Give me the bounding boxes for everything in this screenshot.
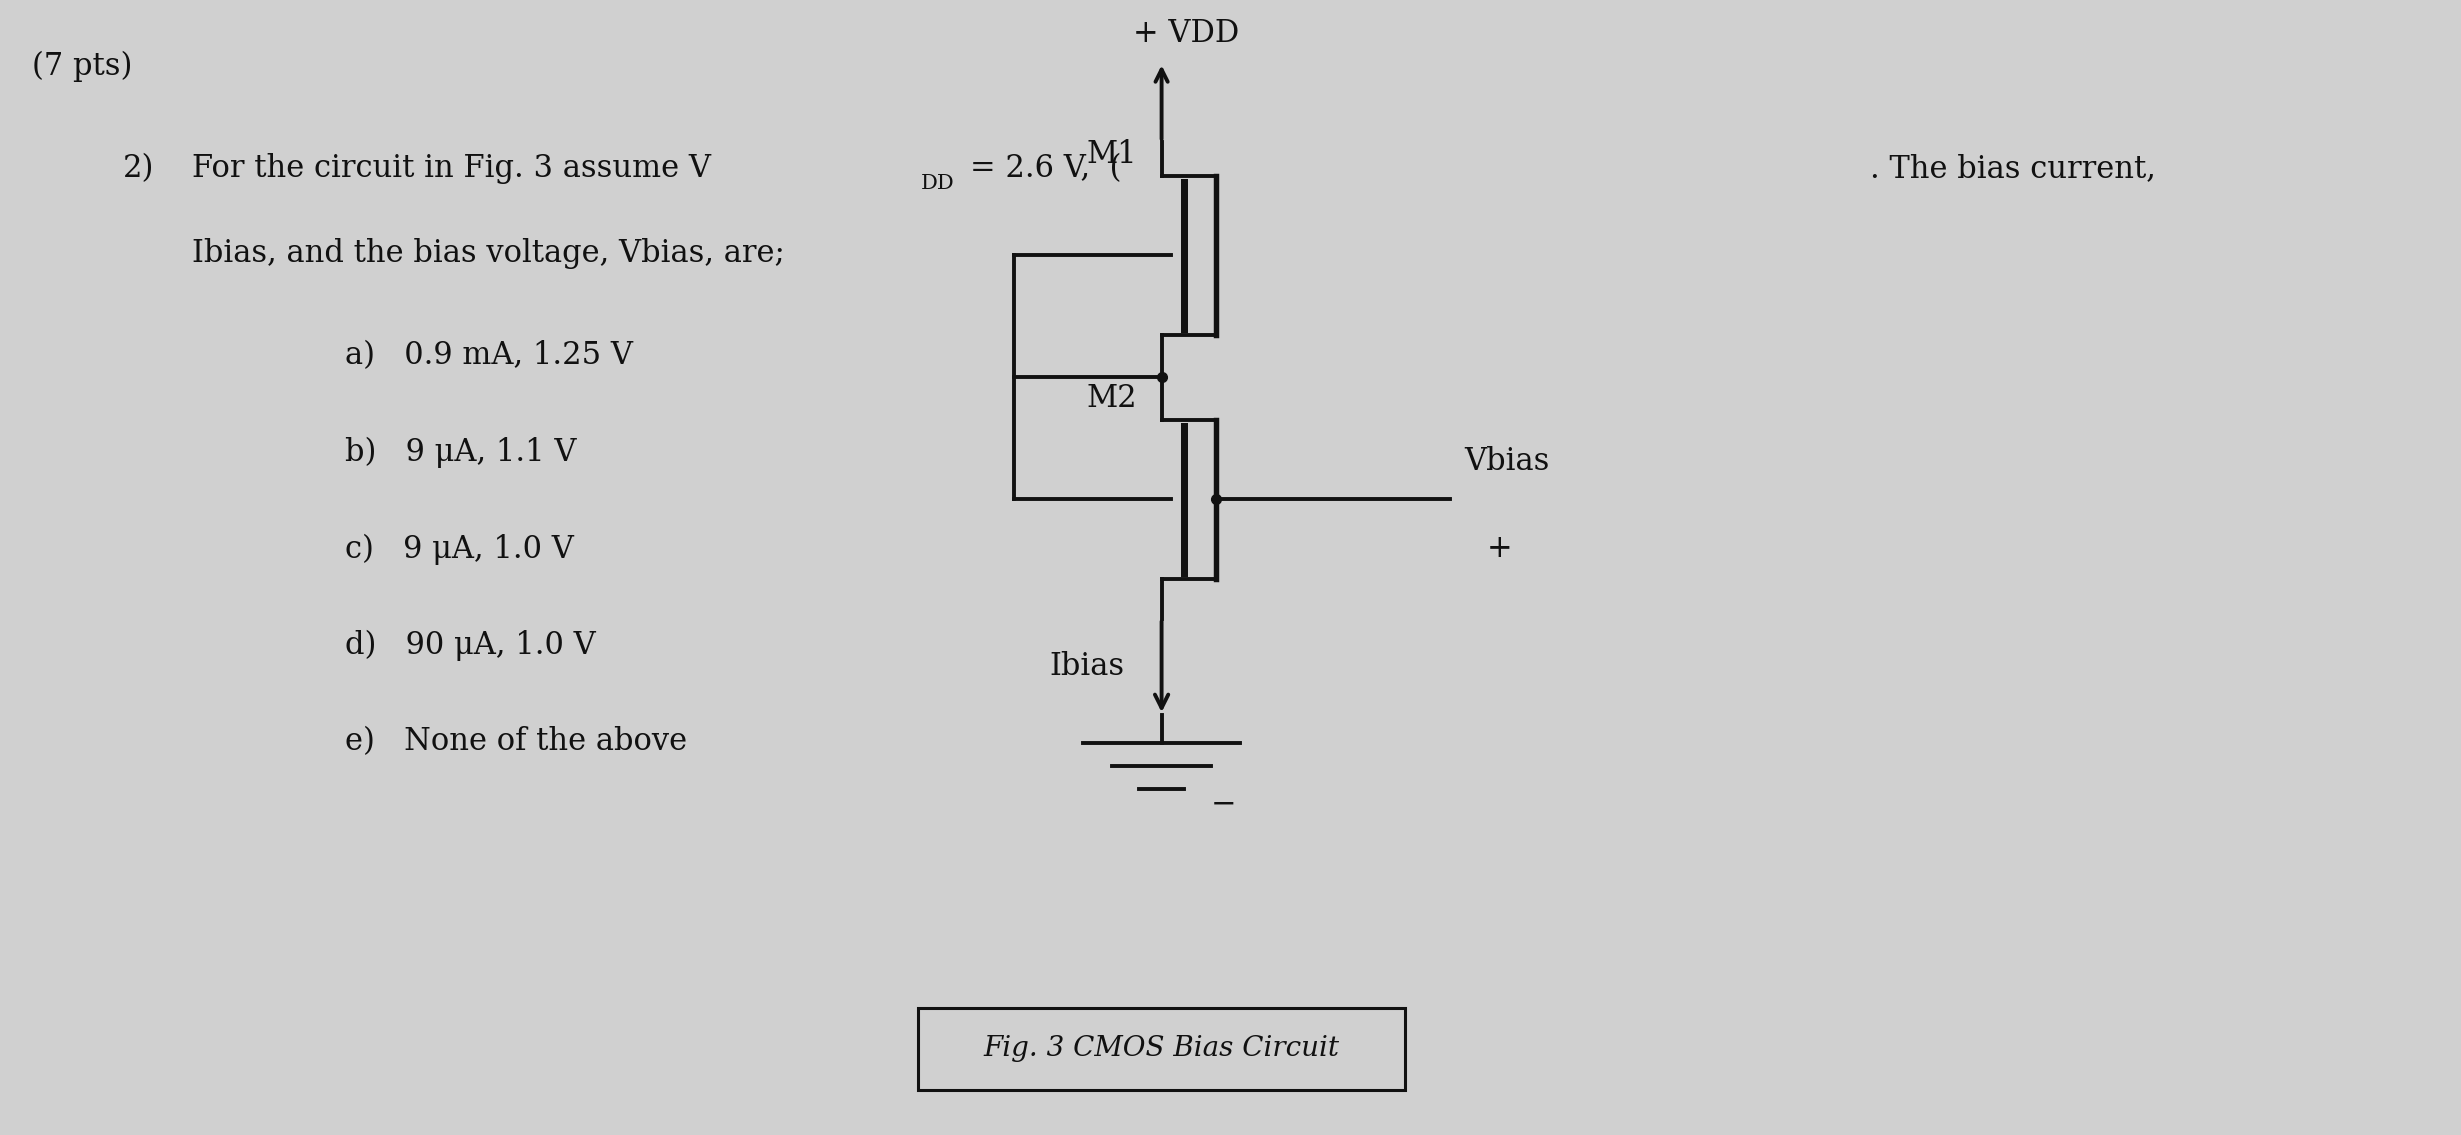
Text: M2: M2 — [1085, 384, 1137, 414]
Text: 2): 2) — [123, 153, 155, 184]
Text: Ibias: Ibias — [1048, 651, 1125, 682]
Bar — [918, 1008, 1405, 1090]
Text: d)   90 μA, 1.0 V: d) 90 μA, 1.0 V — [345, 630, 596, 662]
Text: DD: DD — [920, 174, 955, 193]
Text: Vbias: Vbias — [1464, 446, 1550, 477]
Text: Fig. 3 CMOS Bias Circuit: Fig. 3 CMOS Bias Circuit — [984, 1035, 1339, 1062]
Text: . The bias current,: . The bias current, — [1870, 153, 2156, 184]
Text: Ibias, and the bias voltage, Vbias, are;: Ibias, and the bias voltage, Vbias, are; — [192, 238, 785, 269]
Text: b)   9 μA, 1.1 V: b) 9 μA, 1.1 V — [345, 437, 576, 469]
Text: + VDD: + VDD — [1132, 18, 1240, 49]
Text: e)   None of the above: e) None of the above — [345, 726, 687, 757]
Text: = 2.6 V,  (: = 2.6 V, ( — [970, 153, 1122, 184]
Text: (7 pts): (7 pts) — [32, 51, 133, 83]
Text: For the circuit in Fig. 3 assume V: For the circuit in Fig. 3 assume V — [192, 153, 711, 184]
Text: −: − — [1211, 789, 1235, 819]
Text: c)   9 μA, 1.0 V: c) 9 μA, 1.0 V — [345, 533, 573, 565]
Text: a)   0.9 mA, 1.25 V: a) 0.9 mA, 1.25 V — [345, 340, 632, 371]
Text: +: + — [1486, 533, 1511, 564]
Text: M1: M1 — [1085, 140, 1137, 170]
